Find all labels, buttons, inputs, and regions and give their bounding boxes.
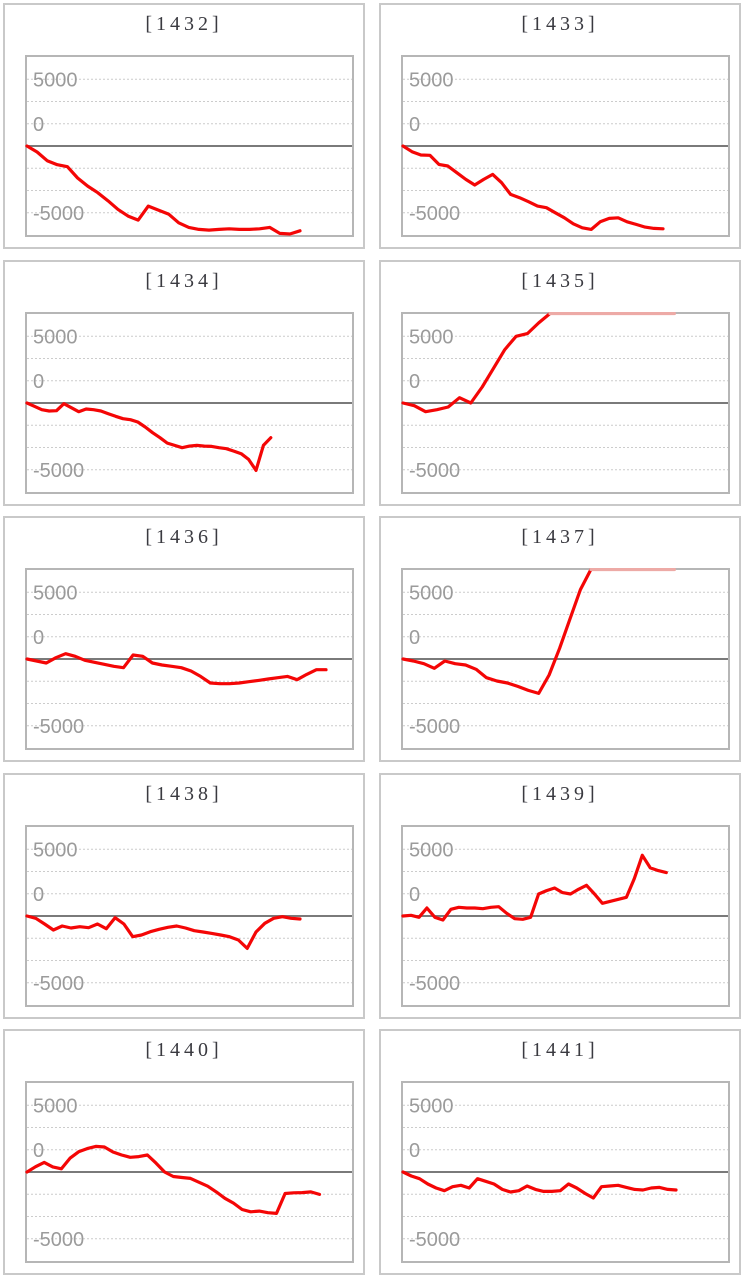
y-tick-label: 0	[409, 370, 420, 392]
chart-cell: [1437] 5000 0 -5000	[376, 513, 752, 770]
chart-title: [1441]	[521, 1039, 599, 1062]
y-tick-label: 5000	[33, 69, 78, 91]
y-tick-label: -5000	[33, 973, 84, 995]
y-tick-label: -5000	[33, 716, 84, 738]
y-tick-label: 0	[409, 627, 420, 649]
series-line	[25, 914, 302, 950]
chart-cell: [1438] 5000 0 -5000	[0, 770, 376, 1027]
chart-cell: [1439] 5000 0 -5000	[376, 770, 752, 1027]
chart-title: [1435]	[521, 269, 599, 292]
chart-box: [1441] 5000 0 -5000	[379, 1029, 741, 1276]
series-line	[401, 1170, 678, 1200]
series-line	[401, 568, 593, 696]
chart-title: [1440]	[145, 1039, 223, 1062]
y-tick-label: 5000	[409, 326, 454, 348]
chart-title: [1439]	[521, 782, 599, 805]
chart-box: [1433] 5000 0 -5000	[379, 3, 741, 249]
chart-plot: 5000 0 -5000	[401, 824, 730, 1007]
y-tick-label: 0	[409, 884, 420, 906]
y-tick-label: 5000	[409, 69, 454, 91]
chart-box: [1438] 5000 0 -5000	[3, 772, 365, 1019]
chart-cell: [1433] 5000 0 -5000	[376, 0, 752, 257]
series-line	[25, 144, 302, 236]
series-line	[25, 400, 273, 472]
y-tick-label: 5000	[33, 1096, 78, 1118]
chart-plot: 5000 0 -5000	[25, 1081, 354, 1264]
chart-box: [1436] 5000 0 -5000	[3, 516, 365, 763]
chart-box: [1440] 5000 0 -5000	[3, 1029, 365, 1276]
series-line	[25, 1145, 322, 1216]
y-tick-label: 0	[409, 1140, 420, 1162]
y-tick-label: -5000	[409, 203, 460, 225]
chart-title: [1436]	[145, 526, 223, 549]
y-tick-label: 5000	[33, 326, 78, 348]
chart-cell: [1441] 5000 0 -5000	[376, 1026, 752, 1283]
y-tick-label: -5000	[409, 459, 460, 481]
chart-title: [1437]	[521, 526, 599, 549]
chart-box: [1434] 5000 0 -5000	[3, 259, 365, 506]
y-tick-label: 5000	[409, 582, 454, 604]
chart-cell: [1440] 5000 0 -5000	[0, 1026, 376, 1283]
y-tick-label: -5000	[409, 716, 460, 738]
y-tick-label: 0	[33, 370, 44, 392]
chart-plot: 5000 0 -5000	[25, 824, 354, 1007]
chart-box: [1432] 5000 0 -5000	[3, 3, 365, 249]
y-tick-label: -5000	[33, 1229, 84, 1251]
series-line	[25, 652, 328, 686]
chart-cell: [1435] 5000 0 -5000	[376, 257, 752, 514]
chart-box: [1439] 5000 0 -5000	[379, 772, 741, 1019]
series-line	[401, 144, 665, 231]
chart-plot: 5000 0 -5000	[401, 568, 730, 751]
chart-plot: 5000 0 -5000	[25, 568, 354, 751]
chart-title: [1432]	[145, 13, 223, 35]
y-tick-label: 5000	[33, 839, 78, 861]
chart-cell: [1434] 5000 0 -5000	[0, 257, 376, 514]
chart-box: [1435] 5000 0 -5000	[379, 259, 741, 506]
y-tick-label: -5000	[33, 459, 84, 481]
y-tick-label: -5000	[33, 203, 84, 225]
chart-title: [1438]	[145, 782, 223, 805]
chart-title: [1433]	[521, 13, 599, 35]
y-tick-label: 0	[409, 114, 420, 136]
y-tick-label: 0	[33, 884, 44, 906]
chart-title: [1434]	[145, 269, 223, 292]
y-tick-label: -5000	[409, 1229, 460, 1251]
y-tick-label: 5000	[409, 839, 454, 861]
y-tick-label: 0	[33, 627, 44, 649]
series-line	[401, 311, 552, 413]
chart-cell: [1432] 5000 0 -5000	[0, 0, 376, 257]
chart-box: [1437] 5000 0 -5000	[379, 516, 741, 763]
y-tick-label: 5000	[33, 582, 78, 604]
chart-cell: [1436] 5000 0 -5000	[0, 513, 376, 770]
series-line	[401, 853, 668, 922]
chart-plot: 5000 0 -5000	[25, 55, 354, 237]
y-tick-label: 5000	[409, 1096, 454, 1118]
y-tick-label: 0	[33, 1140, 44, 1162]
chart-plot: 5000 0 -5000	[401, 311, 730, 494]
chart-plot: 5000 0 -5000	[401, 55, 730, 237]
y-tick-label: -5000	[409, 973, 460, 995]
chart-plot: 5000 0 -5000	[25, 311, 354, 494]
y-tick-label: 0	[33, 114, 44, 136]
chart-plot: 5000 0 -5000	[401, 1081, 730, 1264]
